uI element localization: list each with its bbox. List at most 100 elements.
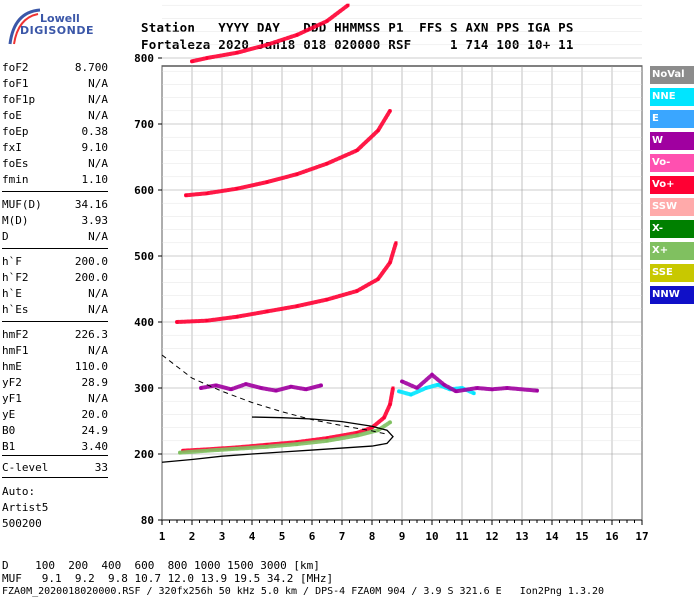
y-tick-label: 700 [134,118,154,131]
echo-point [490,387,494,391]
x-tick-label: 13 [515,530,528,543]
legend-item-vo-: Vo+ [650,176,694,194]
legend-item-vo-: Vo- [650,154,694,172]
param-value: 24.9 [81,424,109,437]
echo-point [190,59,194,63]
echo-trace [175,240,398,324]
param-name: C-level [2,461,49,474]
param-value: N/A [88,230,108,243]
echo-point [304,387,308,391]
echo-point [460,386,464,390]
echo-point [400,379,404,383]
logo-swoosh-icon [8,8,41,45]
param-value: 28.9 [81,376,109,389]
footer-muf-row: MUF 9.1 9.2 9.8 10.7 12.0 13.9 19.5 34.2… [2,572,334,585]
x-tick-label: 11 [455,530,469,543]
param-value: 0.38 [81,125,109,138]
echo-point [325,162,329,166]
echo-point [229,387,233,391]
param-value: N/A [88,392,108,405]
param-separator [2,477,108,478]
echo-point [184,193,188,197]
echo-point [295,442,299,446]
x-tick-label: 10 [425,530,438,543]
echo-point [388,420,392,424]
param-name: foE [2,109,22,122]
echo-point [244,382,248,386]
param-value: N/A [88,157,108,170]
echo-point [325,19,329,23]
autoscale-label: Auto: [2,485,36,498]
x-tick-label: 16 [605,530,619,543]
echo-point [265,445,269,449]
legend-item-ssw: SSW [650,198,694,216]
autoscale-software: Artist5 [2,501,49,514]
param-value: N/A [88,77,108,90]
echo-point [391,386,395,390]
echo-point [175,320,179,324]
param-separator [2,455,108,456]
echo-point [397,389,401,393]
echo-point [199,386,203,390]
echo-point [265,180,269,184]
x-tick-label: 4 [249,530,256,543]
echo-point [409,393,413,397]
autoscale-version: 500200 [2,517,42,530]
echo-point [205,319,209,323]
param-separator [2,191,108,192]
param-name: yE [2,408,16,421]
ionogram-chart: 1 2 3 4 5 6 7 8 9 10 11 12 13 14 15 16 17802003004005006… [134,3,649,543]
echo-point [295,304,299,308]
echo-point [205,191,209,195]
x-tick-label: 9 [399,530,406,543]
param-name: foEs [2,157,29,170]
legend-item-noval: NoVal [650,66,694,84]
echo-point [274,389,278,393]
echo-point [376,129,380,133]
echo-point [325,298,329,302]
echo-point [235,51,239,55]
param-value: 34.16 [74,198,108,211]
x-tick-label: 14 [545,530,559,543]
param-value: 20.0 [81,408,109,421]
param-name: hmE [2,360,22,373]
logo-text-digisonde: DIGISONDE [20,24,94,37]
echo-point [295,33,299,37]
echo-point [370,426,374,430]
param-value: 1.10 [81,173,109,186]
param-name: yF1 [2,392,22,405]
echo-point [382,416,386,420]
param-value: N/A [88,93,108,106]
param-name: foF1 [2,77,29,90]
footer-file-info: FZA0M_2020018020000.RSF / 320fx256h 50 k… [2,586,605,597]
x-tick-label: 5 [279,530,286,543]
param-name: D [2,230,9,243]
param-name: M(D) [2,214,29,227]
param-value: 3.40 [81,440,109,453]
echo-point [442,383,446,387]
x-tick-label: 15 [575,530,588,543]
param-value: N/A [88,287,108,300]
y-tick-label: 80 [141,514,154,527]
echo-trace [190,3,350,64]
echo-point [346,3,350,7]
echo-point [289,385,293,389]
legend-item-w: W [650,132,694,150]
echo-point [454,389,458,393]
param-name: foF2 [2,61,29,74]
echo-point [394,241,398,245]
param-separator [2,321,108,322]
echo-point [265,43,269,47]
echo-point [475,386,479,390]
echo-point [295,172,299,176]
x-tick-label: 1 [159,530,166,543]
echo-point [355,434,359,438]
echo-point [235,187,239,191]
param-name: h`F2 [2,271,29,284]
param-name: h`E [2,287,22,300]
param-separator [2,248,108,249]
y-tick-label: 600 [134,184,154,197]
y-tick-label: 400 [134,316,154,329]
echo-point [535,389,539,393]
param-value: 226.3 [74,328,108,341]
